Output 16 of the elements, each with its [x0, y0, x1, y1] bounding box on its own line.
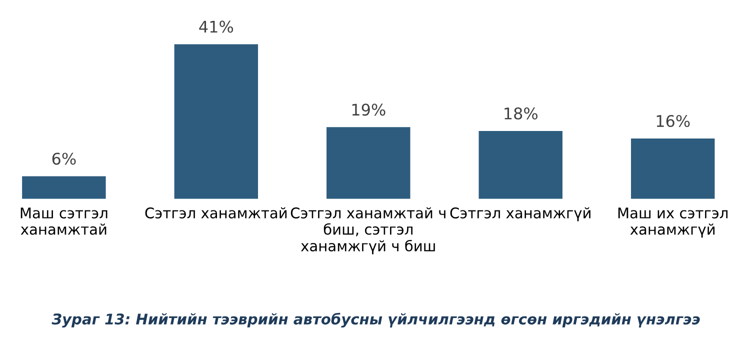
- bar: [174, 44, 258, 199]
- data-label: 6%: [52, 152, 76, 165]
- x-tick-label: Сэтгэл ханамжтай ч биш, сэтгэл ханамжгүй ч биш: [290, 207, 446, 254]
- bar: [326, 127, 410, 199]
- data-label: 16%: [656, 114, 690, 128]
- x-tick-label: Сэтгэл ханамжтай: [145, 207, 287, 218]
- bar: [22, 176, 106, 199]
- bar: [630, 138, 715, 199]
- data-label: 18%: [504, 107, 538, 120]
- bar: [478, 130, 562, 199]
- data-label: 19%: [352, 104, 386, 116]
- text: Зураг 13: Нийтийн тээврийн автобусны үйлчилгээнд өгсөн иргэдийн үнэлгээ: [52, 312, 700, 328]
- x-tick-label: Маш их сэтгэл ханамжгүй: [618, 208, 728, 238]
- x-tick-label: Маш сэтгэл ханамжтай: [20, 208, 108, 235]
- data-label: 41%: [199, 20, 234, 33]
- x-tick-label: Сэтгэл ханамжгүй: [450, 207, 590, 222]
